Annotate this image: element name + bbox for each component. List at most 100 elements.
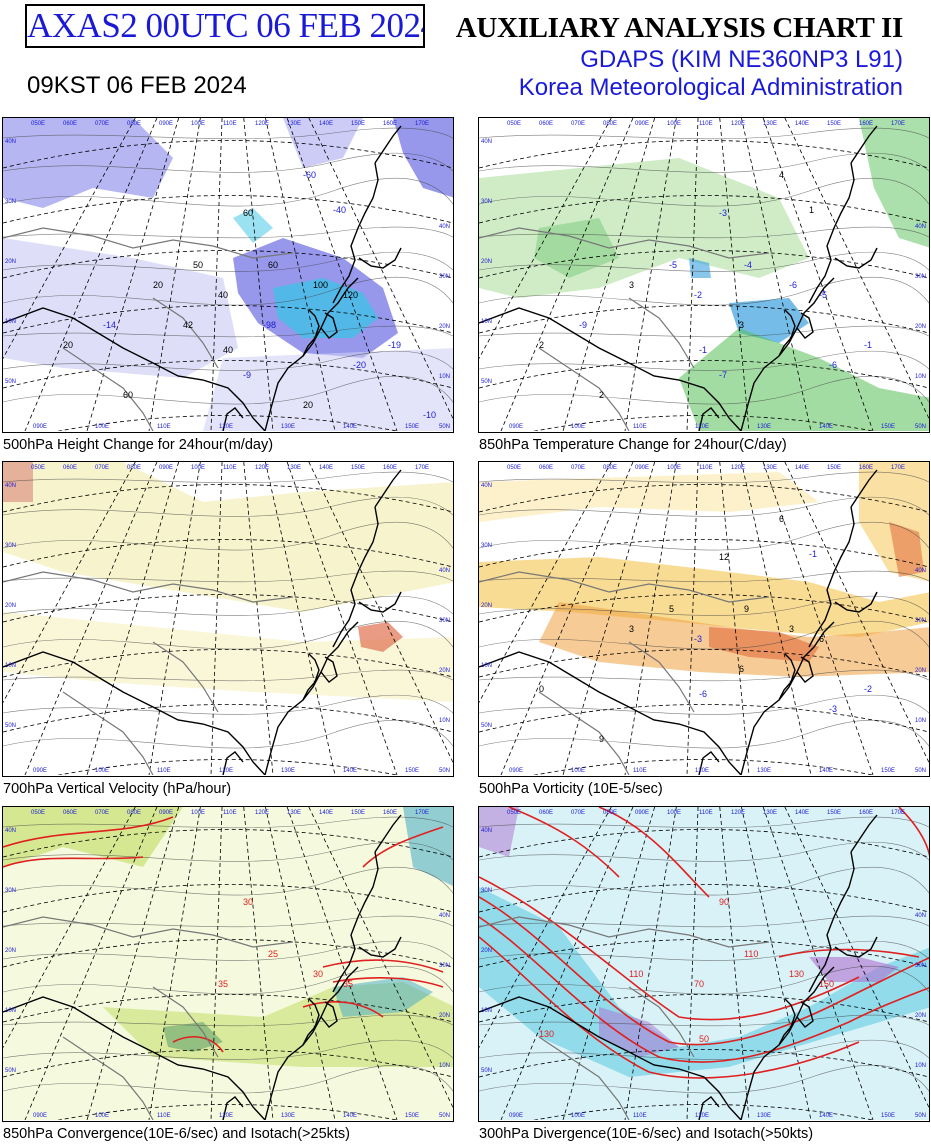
longitude-label: 140E — [795, 465, 809, 471]
latitude-label: 30N — [439, 963, 450, 969]
latlon-grid — [479, 807, 929, 1120]
contour-value-label: -60 — [303, 170, 316, 180]
isotach-line — [479, 876, 860, 1021]
analysis-fill — [3, 807, 453, 1120]
coastline — [302, 653, 320, 701]
longitude-label: 130E — [763, 121, 777, 127]
value-labels: 6 3 9 12 -3 -6 0 3 6 -1 -3 5 9 6 -2 — [539, 514, 872, 744]
longitude-label: 110E — [223, 465, 237, 471]
longitude-label: 070E — [95, 465, 109, 471]
longitude-line — [624, 807, 677, 1120]
field-contour — [3, 178, 453, 207]
latitude-line — [3, 195, 453, 224]
contour-value-label: 30 — [313, 969, 323, 979]
latitude-line — [3, 305, 453, 334]
coastline — [850, 469, 878, 508]
longitude-line — [286, 807, 398, 1120]
longitude-line — [762, 807, 874, 1120]
borders — [479, 227, 770, 431]
field-contour — [479, 720, 929, 749]
latitude-label: 20N — [5, 259, 16, 265]
coastline — [374, 125, 402, 164]
latitude-label: 30N — [439, 618, 450, 624]
longitude-label: 070E — [571, 465, 585, 471]
latitude-label: 10N — [5, 319, 16, 325]
latitude-line — [3, 829, 453, 858]
longitude-label: 050E — [507, 810, 521, 816]
field-contour — [3, 1065, 453, 1094]
longitude-line — [741, 118, 812, 431]
analysis-fill — [3, 612, 453, 702]
coastline — [222, 407, 244, 431]
border-line — [152, 641, 219, 713]
field-contours — [479, 471, 929, 749]
latitude-line — [479, 704, 929, 733]
longitude-label: 150E — [827, 465, 841, 471]
longitude-label: 150E — [827, 810, 841, 816]
borders — [479, 916, 770, 1120]
longitude-label: 060E — [63, 465, 77, 471]
longitude-label: 130E — [763, 465, 777, 471]
analysis-fill — [393, 118, 453, 198]
longitude-label: 120E — [219, 1113, 233, 1119]
border-line — [628, 986, 695, 1058]
analysis-fill — [689, 258, 711, 278]
longitude-label: 120E — [695, 424, 709, 430]
borders — [479, 571, 770, 775]
longitude-line — [86, 118, 180, 431]
coastline — [358, 936, 402, 958]
analysis-fill — [3, 238, 238, 378]
latitude-label: 40N — [915, 224, 926, 230]
longitude-line — [500, 462, 634, 775]
latitude-line — [3, 484, 453, 513]
coastline — [740, 966, 835, 1120]
contour-value-label: 9 — [599, 734, 604, 744]
border-line — [152, 297, 219, 369]
latitude-label: 50N — [915, 1113, 926, 1119]
latitude-line — [57, 415, 399, 431]
longitude-line — [86, 807, 180, 1120]
caption-vorticity: 500hPa Vorticity (10E-5/sec) — [479, 781, 663, 797]
field-contour — [3, 251, 453, 272]
latitude-label: 20N — [5, 603, 16, 609]
field-contour — [3, 471, 453, 484]
latitude-label: 50N — [439, 424, 450, 430]
longitude-label: 100E — [95, 768, 109, 774]
coastline — [850, 814, 878, 853]
latitude-line — [3, 360, 453, 389]
longitude-line — [500, 118, 634, 431]
field-contour — [479, 152, 929, 173]
field-contour — [479, 621, 929, 650]
longitude-line — [265, 807, 336, 1120]
longitude-label: 060E — [63, 121, 77, 127]
longitude-label: 170E — [891, 810, 905, 816]
longitude-label: 140E — [795, 121, 809, 127]
field-contour — [3, 867, 453, 896]
latitude-label: 20N — [915, 668, 926, 674]
field-contour — [3, 127, 453, 140]
border-line — [152, 986, 219, 1058]
latitude-line — [479, 484, 929, 513]
longitude-label: 090E — [159, 465, 173, 471]
latitude-labels: 40N 40N 30N 30N 20N 20N 10N 10N 50N 50N — [481, 139, 926, 430]
longitude-label: 110E — [633, 424, 647, 430]
longitude-label: 150E — [351, 810, 365, 816]
longitude-label: 080E — [127, 810, 141, 816]
longitude-label: 120E — [731, 810, 745, 816]
analysis-fill — [599, 1007, 679, 1057]
value-labels: 120 100 60 60 40 40 20 20 -60 -40 -20 50 60 -98 -19 -14… — [63, 170, 436, 420]
latitude-label: 20N — [481, 948, 492, 954]
coastline — [222, 751, 244, 775]
longitude-line — [24, 118, 158, 431]
longitude-label: 090E — [635, 465, 649, 471]
longitude-label: 090E — [509, 424, 523, 430]
latitude-line — [479, 829, 929, 858]
longitude-label: 130E — [757, 768, 771, 774]
coastline — [778, 998, 796, 1046]
contour-value-label: 3 — [629, 280, 634, 290]
coastline — [850, 125, 878, 164]
coastline — [808, 506, 855, 648]
coastline — [264, 966, 359, 1120]
field-contour — [479, 669, 929, 682]
latlon-grid — [479, 462, 929, 775]
